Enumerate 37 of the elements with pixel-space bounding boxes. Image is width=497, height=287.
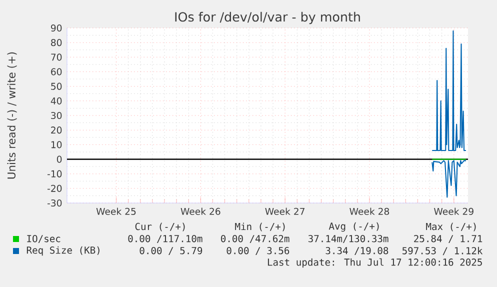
- y-tick-label: 80: [51, 39, 62, 46]
- text: 0.00 /47.62m: [221, 234, 290, 244]
- line-series: [432, 160, 466, 198]
- y-tick-label: 0: [56, 156, 62, 163]
- text: 37.14m/130.33m: [308, 234, 388, 244]
- legend-label: IO/sec: [27, 234, 60, 244]
- y-tick-label: -30: [48, 199, 62, 207]
- x-tick-label: Week 29: [434, 208, 474, 215]
- y-tick-label: 60: [51, 68, 62, 76]
- text: Avg (-/+): [328, 222, 379, 232]
- line-series: [432, 30, 466, 152]
- y-tick-label: 10: [51, 141, 62, 148]
- text: 597.53 / 1.12k: [402, 246, 483, 256]
- text: Last update: Thu Jul 17 12:00:16 2025: [268, 258, 482, 268]
- y-tick-label: 30: [51, 112, 62, 120]
- y-tick-label: 70: [51, 54, 62, 61]
- y-tick-label: -10: [48, 170, 62, 178]
- text: Min (-/+): [235, 222, 285, 232]
- x-tick-label: Week 26: [180, 208, 220, 215]
- text: Cur (-/+): [135, 222, 185, 232]
- text: 25.84 / 1.71: [414, 234, 482, 244]
- y-tick-label: 90: [51, 24, 62, 32]
- y-axis-title: Units read (-) / write (+): [7, 52, 17, 179]
- y-tick-label: 50: [51, 82, 62, 90]
- text: 0.00 / 5.79: [140, 246, 202, 256]
- text: 3.34 /19.08: [326, 246, 388, 256]
- text: 0.00 / 3.56: [226, 246, 290, 256]
- x-tick-label: Week 25: [96, 208, 136, 215]
- text: 0.00 /117.10m: [128, 234, 202, 244]
- x-tick-label: Week 28: [350, 208, 390, 215]
- text: Max (-/+): [426, 222, 476, 232]
- y-tick-label: 40: [50, 97, 62, 104]
- legend-label: Req Size (KB): [26, 246, 100, 256]
- y-tick-label: 20: [51, 126, 62, 134]
- x-tick-label: Week 27: [265, 208, 304, 215]
- y-tick-label: -20: [48, 184, 62, 192]
- chart-title: IOs for /dev/ol/var - by month: [175, 12, 360, 24]
